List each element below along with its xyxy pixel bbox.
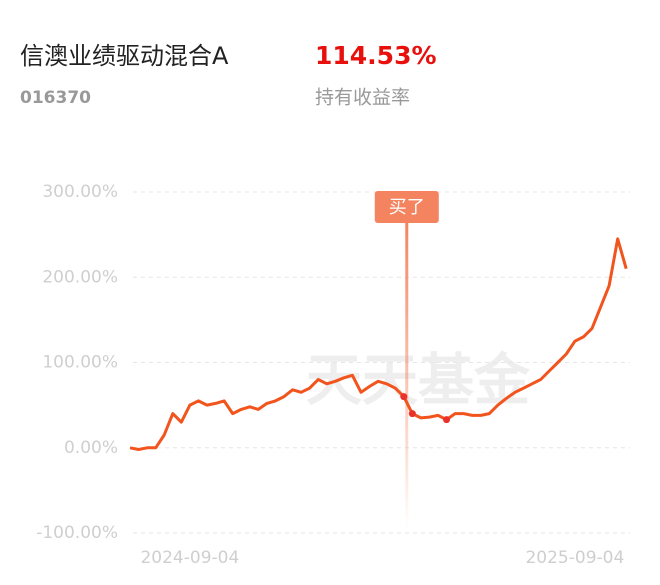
y-tick-label: 0.00%: [64, 438, 118, 458]
y-tick-label: 100.00%: [42, 353, 118, 373]
trade-dot: [443, 416, 451, 424]
return-label: 持有收益率: [315, 87, 410, 109]
watermark: 天天基金: [306, 348, 531, 414]
return-value: 114.53%: [315, 41, 437, 70]
x-tick-label: 2025-09-04: [525, 548, 624, 568]
y-tick-label: 200.00%: [42, 267, 118, 287]
y-tick-label: -100.00%: [36, 523, 118, 543]
trade-dot: [400, 393, 408, 401]
buy-line: [405, 220, 409, 530]
fund-name: 信澳业绩驱动混合A: [20, 42, 229, 70]
fund-code: 016370: [20, 88, 91, 108]
buy-tag-text: 买了: [389, 197, 425, 218]
y-tick-label: 300.00%: [42, 182, 118, 202]
series-line: [129, 237, 628, 451]
trade-dot: [408, 410, 416, 418]
x-tick-label: 2024-09-04: [140, 548, 239, 568]
buy-tag: [374, 191, 439, 223]
